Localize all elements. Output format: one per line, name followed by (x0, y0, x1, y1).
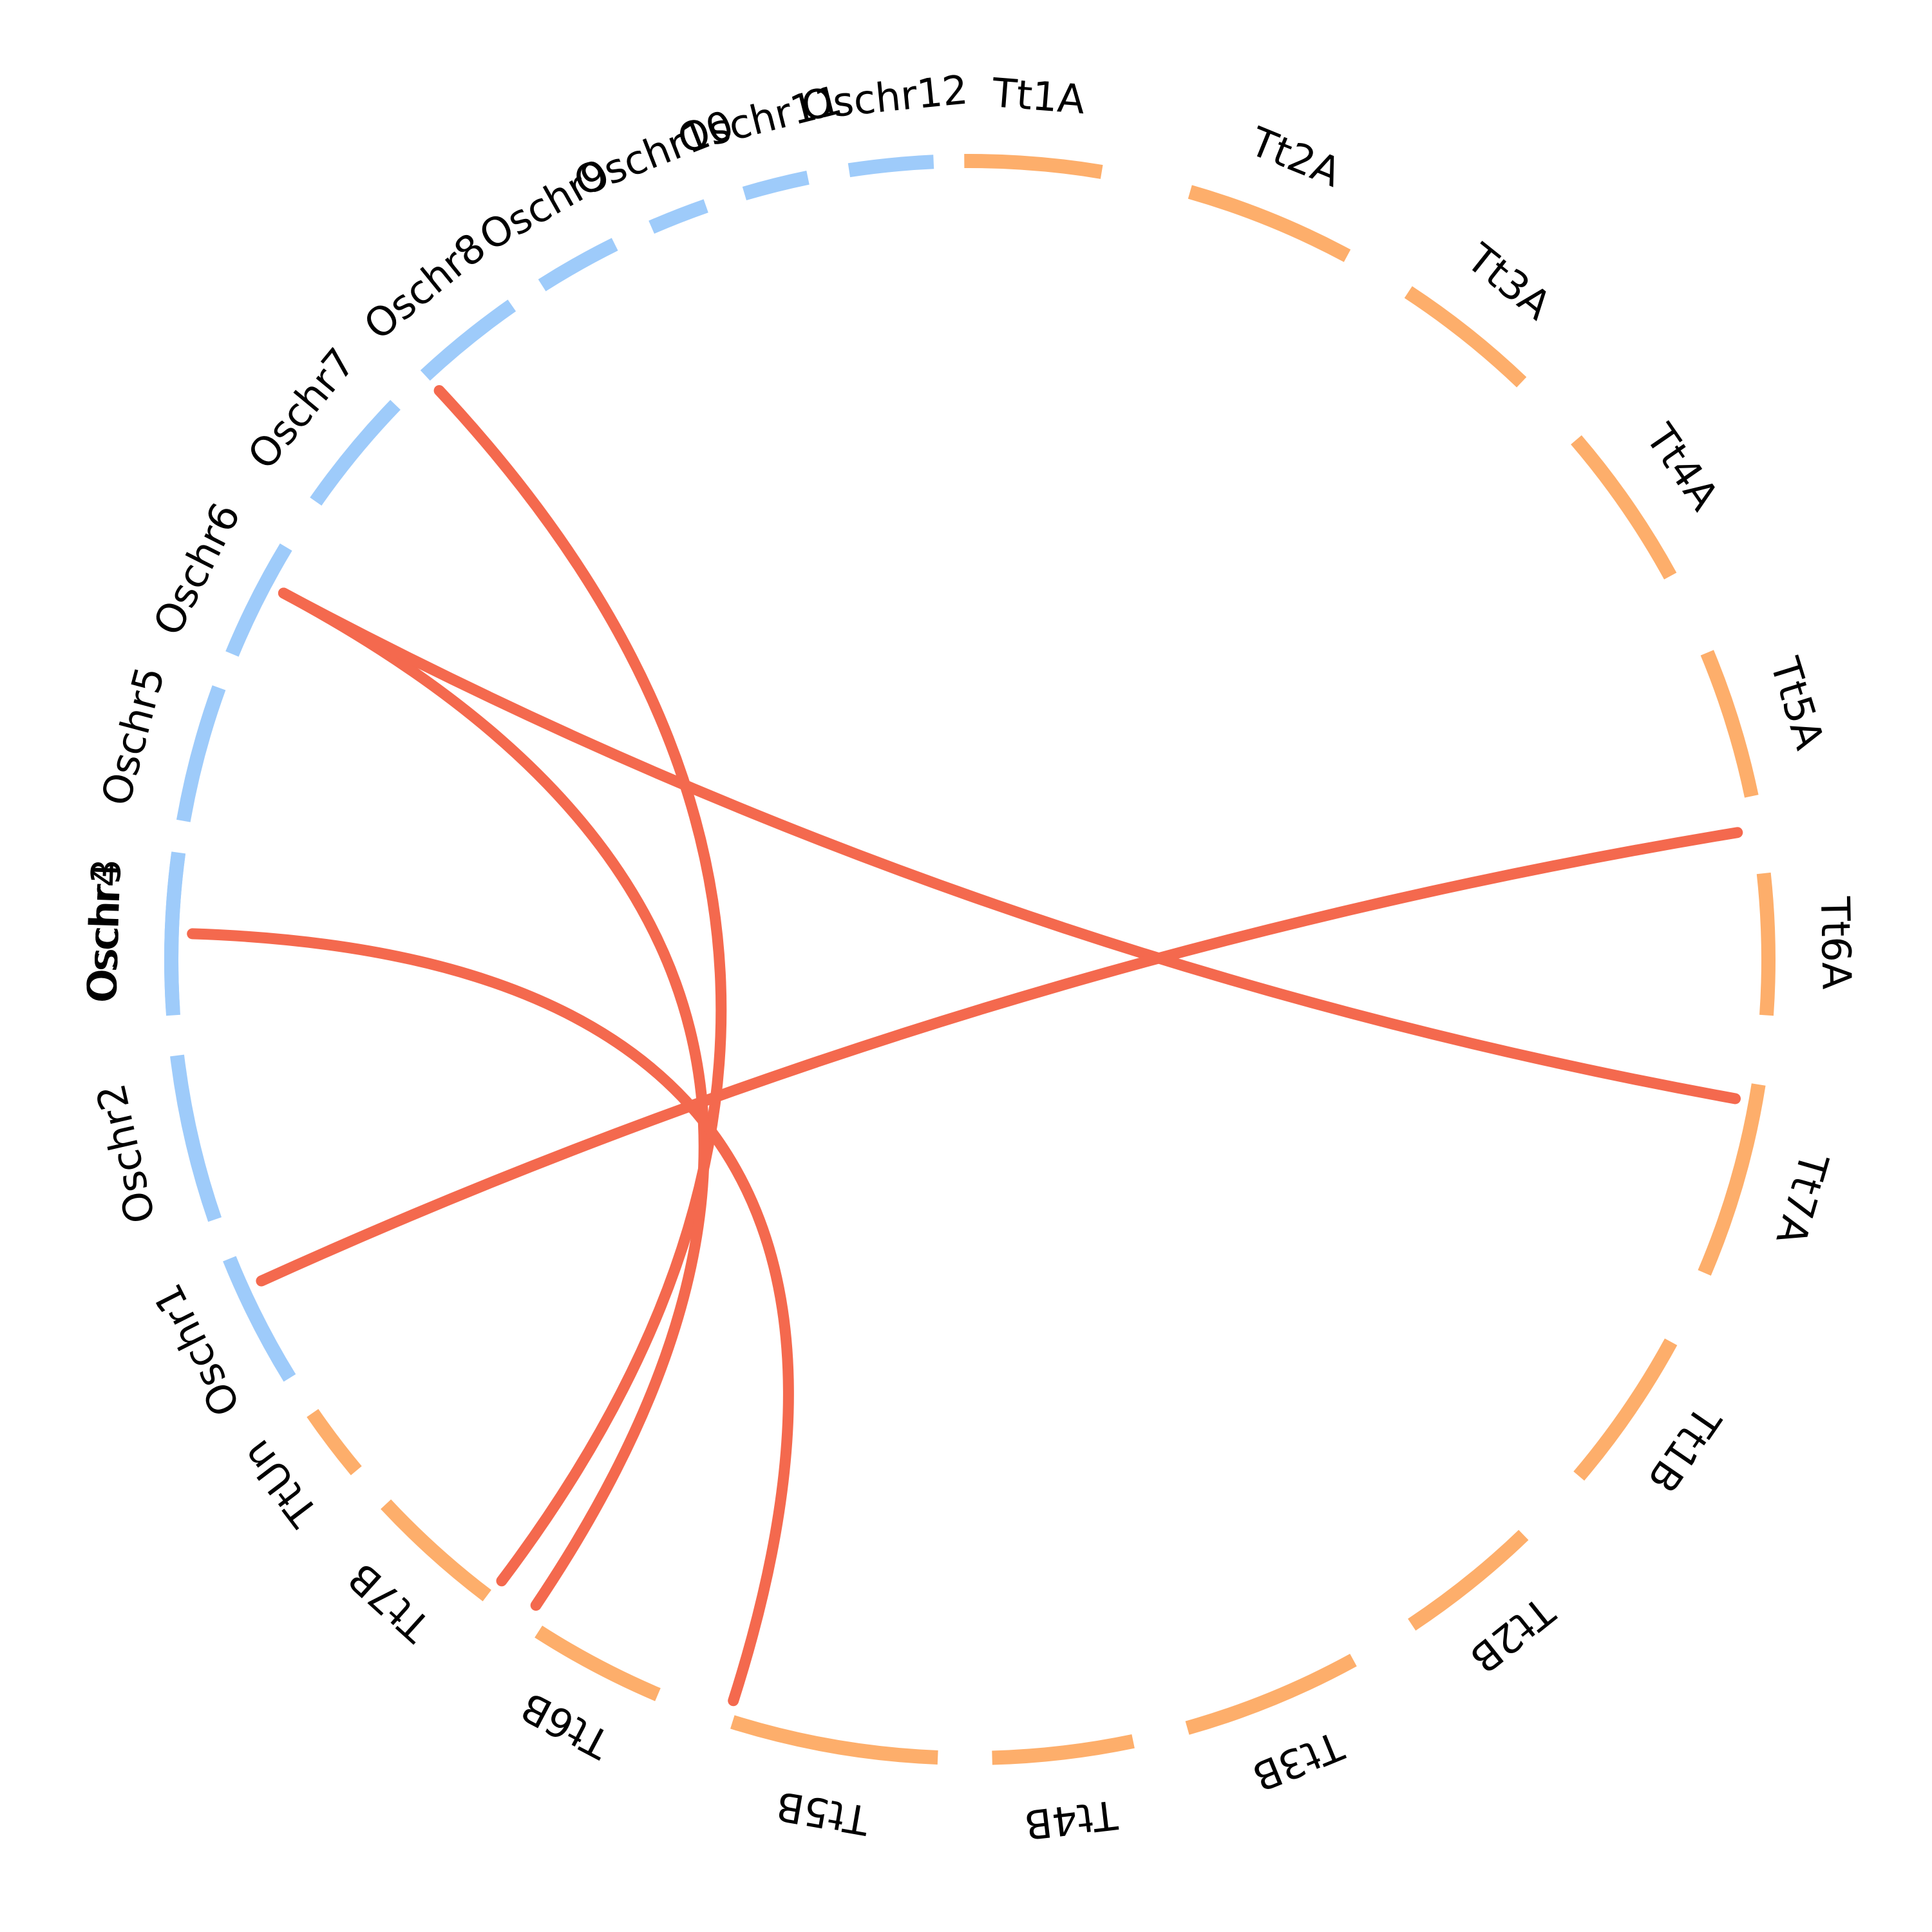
chromosome-label-tt1a: Tt1A (990, 69, 1086, 123)
chromosome-segment-tt3a (1404, 286, 1527, 388)
chromosome-segment-tt5a (1700, 650, 1759, 798)
chromosome-segment-tt6b (535, 1625, 661, 1701)
chromosome-label-tt3a: Tt3A (1457, 234, 1560, 328)
chromosome-segment-oschr4 (164, 853, 185, 1016)
synteny-link-oschr2-tt6a (256, 827, 1743, 1287)
chromosome-segment-tt5b (730, 1715, 938, 1765)
chromosome-segment-oschr11 (742, 171, 810, 201)
chromosome-label-oschr4: Oschr4 (79, 861, 130, 1004)
chromosome-label-oschr1: Oschr1 (144, 1276, 249, 1424)
chromosome-segment-tt1a (964, 153, 1103, 179)
chromosome-segment-oschr10 (649, 199, 708, 234)
chromosome-label-tt2a: Tt2A (1244, 118, 1348, 196)
chromosome-segment-oschr6 (225, 543, 292, 657)
chromosome-segment-tt4a (1571, 435, 1677, 580)
chromosome-segment-tt6a (1756, 872, 1776, 1016)
chromosome-label-oschr2: Oschr2 (87, 1079, 164, 1227)
synteny-link-oschr6-tt7b (278, 587, 710, 1611)
chromosome-label-oschr12: Oschr12 (799, 66, 970, 129)
chromosome-label-tt5b: Tt5B (773, 1782, 873, 1844)
chromosome-label-tt6b: Tt6B (513, 1683, 618, 1768)
chromosome-labels: Tt1A Tt2A Tt3A Tt4A Tt5A Tt6A Tt7A Tt1B Tt2B Tt3B… (78, 66, 1860, 1848)
chromosome-segment-tt1b (1573, 1338, 1678, 1481)
chromosome-label-tt1b: Tt1B (1638, 1397, 1730, 1501)
chromosome-ring (164, 153, 1776, 1765)
chromosome-label-tt7a: Tt7A (1767, 1148, 1838, 1251)
chromosome-label-tt2b: Tt2B (1461, 1587, 1564, 1683)
chromosome-label-oschr3: Oschr3 (78, 858, 130, 1001)
chromosome-segment-oschr2 (170, 1054, 222, 1222)
synteny-link-oschr4-tt6b (187, 928, 794, 1707)
synteny-links (187, 385, 1743, 1707)
chromosome-segment-oschr7 (310, 399, 401, 506)
chromosome-segment-oschr1 (223, 1256, 296, 1382)
chromosome-segment-tt7a (1698, 1083, 1766, 1276)
chromosome-segment-tt2a (1188, 185, 1351, 262)
synteny-link-oschr8-tt7b (433, 385, 727, 1587)
chromosome-segment-ttun (307, 1408, 362, 1475)
chromosome-segment-oschr12 (848, 155, 934, 178)
chromosome-label-tt4b: Tt4B (1022, 1791, 1121, 1848)
chromosome-label-oschr5: Oschr5 (92, 662, 174, 811)
chromosome-label-tt6a: Tt6A (1812, 895, 1861, 989)
chromosome-label-ttun: TtUn (232, 1432, 328, 1536)
chromosome-label-oschr6: Oschr6 (144, 495, 249, 643)
chromosome-label-tt5a: Tt5A (1761, 652, 1833, 755)
chromosome-segment-tt7b (381, 1499, 491, 1602)
synteny-link-oschr6-tt7a (278, 587, 1741, 1104)
chromosome-segment-tt3b (1185, 1654, 1357, 1735)
chromosome-segment-tt2b (1408, 1530, 1529, 1631)
chromosome-label-tt7b: Tt7B (339, 1554, 440, 1651)
chromosome-segment-tt4b (992, 1734, 1135, 1765)
chromosome-segment-oschr9 (538, 238, 618, 292)
chromosome-segment-oschr5 (176, 685, 226, 822)
chromosome-label-tt3b: Tt3B (1246, 1721, 1350, 1800)
chromosome-segment-oschr8 (420, 299, 516, 381)
chromosome-label-tt4a: Tt4A (1636, 415, 1728, 518)
